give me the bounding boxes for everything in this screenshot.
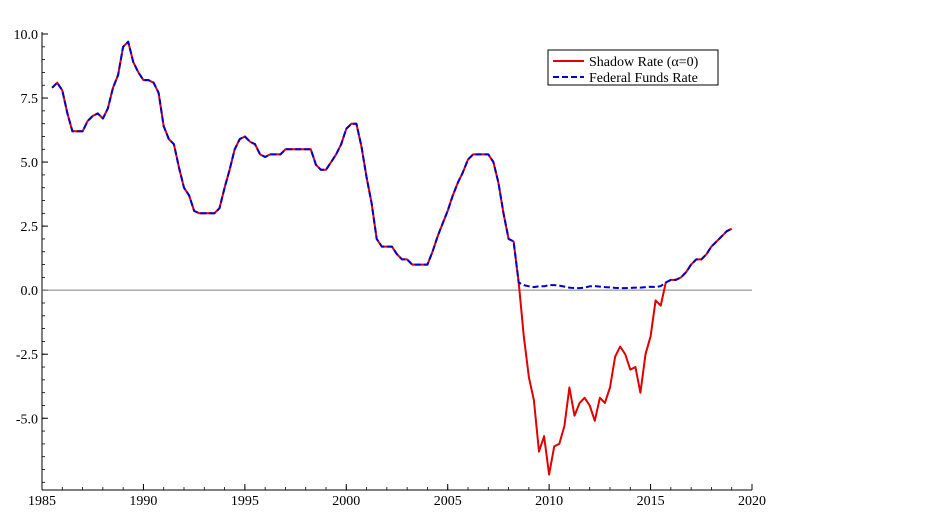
chart-axes: 10.0 7.5 5.0 2.5 0.0 -2.5 -5.0 1985 1990 1995 2000… [14, 28, 767, 509]
y-tick-label: 7.5 [21, 92, 39, 107]
legend-box [547, 49, 719, 86]
x-tick-label: 1995 [231, 494, 259, 509]
y-tick-label: 10.0 [14, 28, 39, 43]
x-tick-label: 2020 [738, 494, 766, 509]
legend: Shadow Rate (α=0) Federal Funds Rate [547, 49, 719, 86]
x-tick-label: 2010 [535, 494, 563, 509]
x-tick-label: 1990 [129, 494, 157, 509]
y-tick-label: 5.0 [21, 156, 39, 171]
y-tick-label: 2.5 [21, 220, 39, 235]
y-tick-label: -2.5 [16, 348, 38, 363]
x-tick-label: 2005 [434, 494, 462, 509]
y-tick-label: -5.0 [16, 412, 38, 427]
x-tick-label: 1985 [28, 494, 56, 509]
series-line-shadow-rate [51, 40, 733, 476]
legend-label-federal-funds-rate: Federal Funds Rate [589, 71, 698, 86]
series-line-federal-funds-rate [51, 40, 733, 290]
legend-label-shadow-rate: Shadow Rate (α=0) [589, 55, 699, 70]
x-tick-label: 2000 [332, 494, 360, 509]
series-layer [51, 40, 733, 476]
y-tick-label: 0.0 [21, 284, 39, 299]
x-tick-label: 2015 [637, 494, 665, 509]
